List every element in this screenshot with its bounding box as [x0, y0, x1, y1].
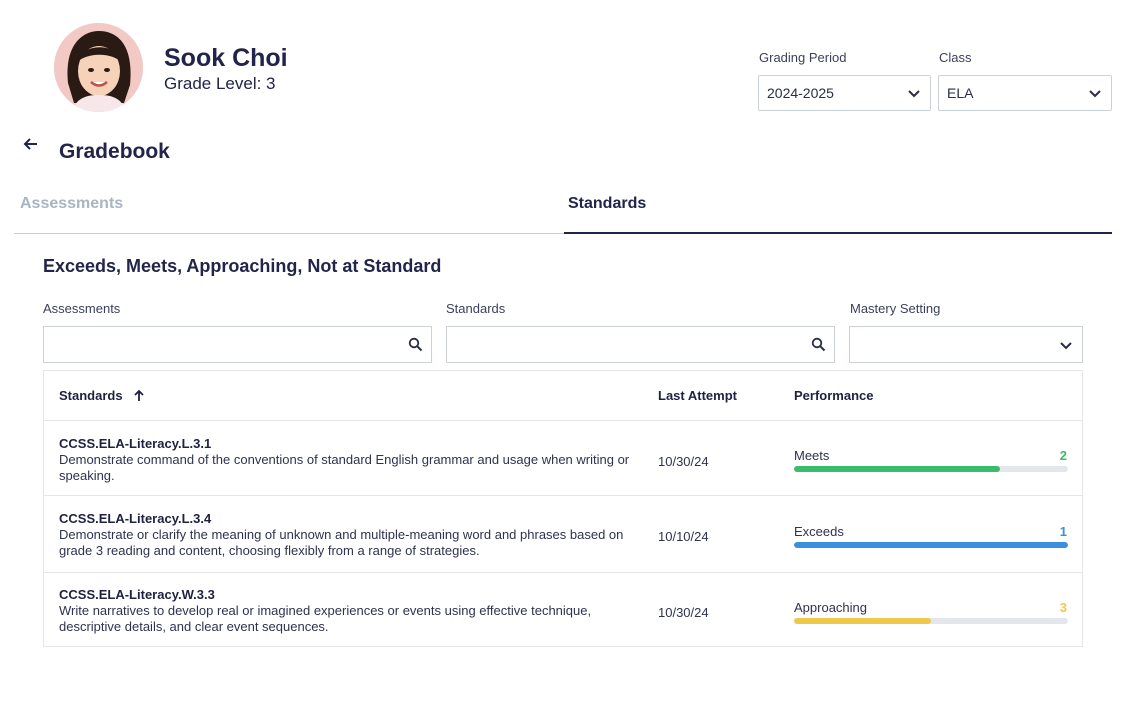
row-divider — [44, 572, 1082, 573]
row-divider — [44, 420, 1082, 421]
performance-level: Exceeds — [794, 524, 844, 539]
sort-ascending-icon[interactable] — [132, 389, 146, 403]
grading-period-select[interactable]: 2024-2025 — [758, 75, 931, 111]
tab-standards[interactable]: Standards — [568, 195, 647, 212]
mastery-setting-label: Mastery Setting — [850, 301, 941, 316]
standards-filter-label: Standards — [446, 301, 506, 316]
page-title: Gradebook — [59, 140, 170, 163]
row-divider — [44, 495, 1082, 496]
performance-bar-fill — [794, 618, 931, 624]
class-label: Class — [939, 50, 972, 65]
last-attempt-date: 10/10/24 — [658, 529, 709, 544]
tab-active-indicator — [564, 232, 1112, 234]
column-header-performance[interactable]: Performance — [794, 388, 874, 403]
chevron-down-icon — [1060, 342, 1072, 350]
performance-count: 3 — [1059, 600, 1067, 615]
tab-divider — [14, 233, 564, 234]
performance-level: Meets — [794, 448, 830, 463]
assessments-search-input[interactable] — [43, 326, 432, 363]
standard-code: CCSS.ELA-Literacy.W.3.3 — [59, 587, 215, 602]
last-attempt-date: 10/30/24 — [658, 454, 709, 469]
assessments-filter-label: Assessments — [43, 301, 121, 316]
performance-bar-fill — [794, 542, 1068, 548]
section-title: Exceeds, Meets, Approaching, Not at Stan… — [43, 256, 442, 276]
standard-description: Demonstrate command of the conventions o… — [59, 452, 630, 483]
performance-count: 2 — [1059, 448, 1067, 463]
student-grade-level: Grade Level: 3 — [164, 74, 276, 93]
performance-count: 1 — [1059, 524, 1067, 539]
last-attempt-date: 10/30/24 — [658, 605, 709, 620]
chevron-down-icon — [908, 90, 920, 98]
class-value: ELA — [947, 85, 974, 101]
standard-code: CCSS.ELA-Literacy.L.3.1 — [59, 436, 212, 451]
grading-period-value: 2024-2025 — [767, 85, 834, 101]
student-name: Sook Choi — [164, 44, 288, 72]
column-header-standards[interactable]: Standards — [59, 388, 123, 403]
performance-level: Approaching — [794, 600, 867, 615]
performance-bar — [794, 466, 1068, 472]
search-icon — [408, 337, 423, 352]
standards-search-input[interactable] — [446, 326, 835, 363]
search-icon — [811, 337, 826, 352]
standard-description: Demonstrate or clarify the meaning of un… — [59, 527, 624, 558]
chevron-down-icon — [1089, 90, 1101, 98]
mastery-setting-select[interactable] — [849, 326, 1083, 363]
back-arrow-icon[interactable] — [22, 135, 40, 153]
grading-period-label: Grading Period — [759, 50, 847, 65]
standards-table: Standards Last Attempt Performance CCSS.… — [43, 370, 1083, 647]
performance-bar — [794, 618, 1068, 624]
student-avatar — [54, 23, 143, 112]
standard-description: Write narratives to develop real or imag… — [59, 603, 592, 634]
standard-code: CCSS.ELA-Literacy.L.3.4 — [59, 511, 212, 526]
column-header-last-attempt[interactable]: Last Attempt — [658, 388, 737, 403]
performance-bar — [794, 542, 1068, 548]
tab-assessments[interactable]: Assessments — [20, 195, 124, 212]
performance-bar-fill — [794, 466, 1000, 472]
class-select[interactable]: ELA — [938, 75, 1112, 111]
